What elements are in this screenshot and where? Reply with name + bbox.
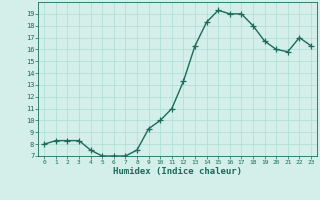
X-axis label: Humidex (Indice chaleur): Humidex (Indice chaleur) (113, 167, 242, 176)
